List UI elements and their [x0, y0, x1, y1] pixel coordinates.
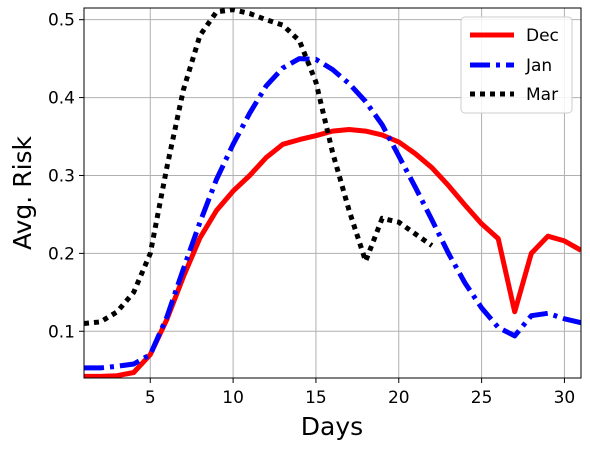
y-tick-label: 0.2: [48, 244, 75, 264]
x-axis-ticks: 5 10 15 20 25 30: [145, 378, 575, 408]
y-axis-label: Avg. Risk: [8, 135, 37, 250]
legend-box: [460, 16, 573, 114]
y-tick-label: 0.3: [48, 166, 75, 186]
series-layer: [84, 8, 581, 378]
x-tick-label: 25: [471, 388, 493, 408]
legend-label-dec: Dec: [526, 26, 559, 46]
legend-label-jan: Jan: [525, 56, 552, 76]
series-line-jan: [84, 56, 581, 371]
x-tick-label: 30: [554, 388, 576, 408]
y-axis-ticks: 0.1 0.2 0.3 0.4 0.5: [48, 11, 84, 342]
x-axis-label: Days: [301, 412, 363, 441]
series-line-mar: [84, 8, 434, 326]
x-tick-label: 10: [222, 388, 244, 408]
legend-label-mar: Mar: [526, 85, 558, 105]
x-tick-label: 20: [388, 388, 410, 408]
y-tick-label: 0.1: [48, 322, 75, 342]
plot-frame: [83, 7, 582, 379]
legend: Dec Jan Mar: [460, 16, 573, 114]
x-tick-label: 15: [305, 388, 327, 408]
series-line-dec: [84, 127, 581, 378]
x-tick-label: 5: [145, 388, 156, 408]
y-tick-label: 0.4: [48, 89, 75, 109]
y-tick-label: 0.5: [48, 11, 75, 31]
